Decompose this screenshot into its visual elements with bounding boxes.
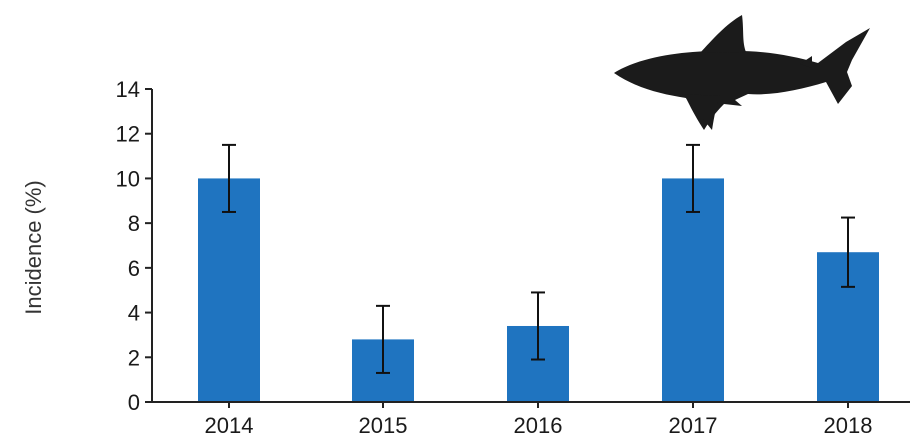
bar-2014 [198,178,260,402]
y-axis-title: Incidence (%) [21,180,46,315]
y-tick-label-2: 2 [128,345,140,370]
y-tick-label-12: 12 [116,122,140,147]
y-tick-label-6: 6 [128,256,140,281]
y-tick-label-0: 0 [128,390,140,415]
x-tick-label-2014: 2014 [205,413,254,438]
x-tick-label-2016: 2016 [514,413,563,438]
y-tick-label-8: 8 [128,211,140,236]
bar-2017 [662,178,724,402]
shark-silhouette-icon [614,15,870,130]
y-tick-label-10: 10 [116,166,140,191]
x-tick-label-2015: 2015 [359,413,408,438]
x-tick-label-2017: 2017 [669,413,718,438]
y-tick-label-14: 14 [116,77,140,102]
y-tick-label-4: 4 [128,301,140,326]
x-tick-label-2018: 2018 [824,413,873,438]
